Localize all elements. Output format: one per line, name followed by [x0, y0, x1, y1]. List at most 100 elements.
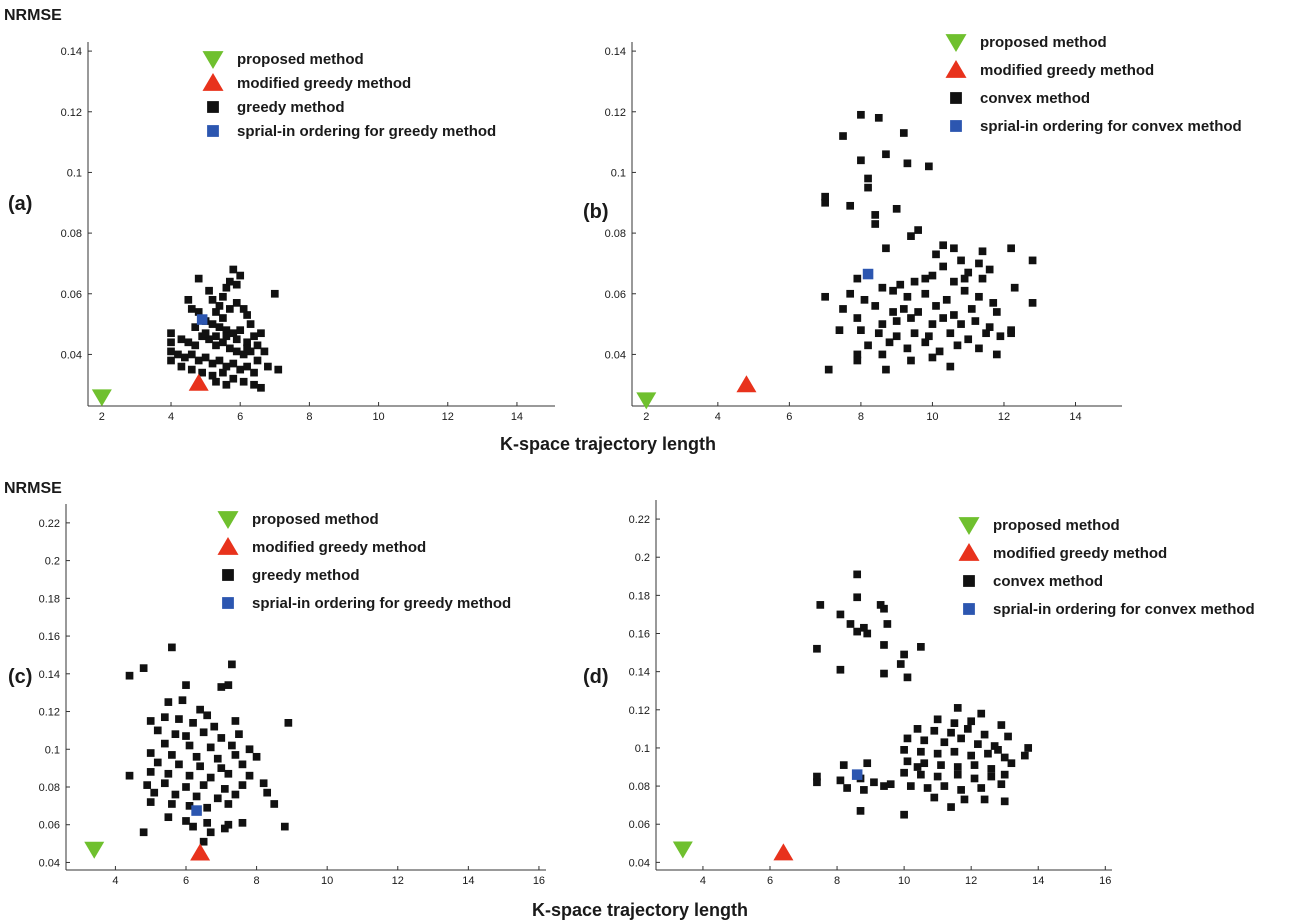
y-tick-label: 0.16	[629, 629, 650, 641]
legend-modified-icon	[945, 60, 967, 78]
baseline-point	[913, 763, 922, 771]
baseline-point	[939, 241, 948, 250]
baseline-point	[194, 274, 203, 283]
baseline-point	[835, 326, 844, 335]
baseline-point	[892, 204, 901, 213]
y-tick-label: 0.1	[635, 743, 650, 755]
legend-modified-icon	[958, 543, 980, 561]
baseline-point	[860, 623, 868, 632]
proposed-point	[636, 392, 657, 410]
baseline-point	[222, 362, 231, 371]
baseline-point	[222, 332, 231, 341]
baseline-point	[246, 320, 255, 328]
baseline-point	[167, 338, 175, 347]
baseline-point	[853, 570, 862, 579]
baseline-point	[821, 192, 829, 201]
baseline-point	[231, 790, 240, 799]
baseline-point	[985, 323, 994, 331]
baseline-point	[196, 762, 204, 771]
baseline-point	[212, 308, 220, 316]
legend-baseline-icon	[963, 575, 975, 587]
baseline-point	[205, 286, 213, 295]
baseline-point	[232, 299, 241, 307]
legend-proposed-icon	[202, 51, 224, 69]
baseline-point	[225, 277, 234, 286]
legend-spiral-label: sprial-in ordering for convex method	[993, 601, 1255, 618]
baseline-point	[889, 286, 897, 295]
baseline-point	[219, 338, 227, 347]
baseline-point	[960, 286, 969, 295]
x-tick-label: 12	[392, 875, 404, 887]
legend-modified-label: modified greedy method	[993, 545, 1167, 562]
spiral-point	[191, 805, 202, 816]
baseline-point	[964, 335, 973, 344]
baseline-point	[984, 749, 992, 758]
baseline-point	[937, 761, 945, 769]
baseline-point	[250, 380, 258, 389]
baseline-point	[189, 822, 197, 831]
baseline-point	[882, 365, 890, 374]
baseline-point	[957, 256, 965, 265]
baseline-point	[853, 593, 862, 602]
baseline-point	[813, 778, 821, 787]
y-tick-label: 0.04	[629, 857, 650, 869]
baseline-point	[243, 362, 251, 371]
x-tick-label: 10	[898, 875, 910, 887]
x-tick-label: 16	[1099, 875, 1111, 887]
baseline-point	[220, 824, 229, 833]
baseline-point	[864, 174, 872, 183]
baseline-point	[238, 781, 247, 789]
legend-spiral-icon	[222, 597, 234, 609]
baseline-point	[236, 326, 245, 335]
baseline-point	[177, 335, 186, 344]
baseline-point	[201, 329, 210, 338]
baseline-point	[220, 785, 229, 793]
x-tick-label: 4	[715, 411, 721, 423]
legend-spiral-label: sprial-in ordering for greedy method	[252, 595, 511, 612]
x-tick-label: 12	[965, 875, 977, 887]
baseline-point	[846, 201, 855, 210]
legend-baseline-icon	[207, 101, 219, 113]
baseline-point	[1007, 759, 1016, 768]
panel-c: 4 6 8 10 12 14 16 0.04 0.06 0.08 0.1 0.12 0.14 0.16 0.…	[8, 504, 546, 887]
legend-spiral-label: sprial-in ordering for greedy method	[237, 123, 496, 140]
baseline-point	[146, 768, 155, 776]
x-tick-label: 4	[700, 875, 706, 887]
baseline-point	[217, 734, 226, 742]
baseline-point	[886, 780, 895, 789]
baseline-point	[960, 274, 969, 283]
baseline-point	[191, 341, 200, 350]
baseline-point	[208, 295, 217, 304]
baseline-point	[987, 765, 996, 773]
ylabel-top: NRMSE	[4, 7, 62, 24]
legend-proposed-label: proposed method	[980, 34, 1107, 51]
baseline-point	[816, 601, 825, 609]
baseline-point	[914, 226, 922, 234]
legend-proposed-icon	[958, 517, 980, 535]
legend-spiral-icon	[207, 125, 219, 137]
y-tick-label: 0.12	[39, 707, 60, 719]
baseline-point	[181, 353, 189, 362]
baseline-point	[219, 292, 227, 301]
baseline-point	[187, 365, 196, 374]
baseline-point	[260, 347, 269, 356]
baseline-point	[187, 350, 196, 359]
baseline-point	[997, 721, 1006, 729]
spiral-point	[862, 268, 874, 280]
panel-d: 4 6 8 10 12 14 16 0.04 0.06 0.08 0.1 0.12 0.14 0.16 0.…	[583, 500, 1255, 887]
baseline-point	[125, 671, 134, 680]
baseline-point	[167, 347, 175, 356]
proposed-point	[84, 841, 105, 859]
baseline-point	[992, 350, 1001, 359]
baseline-point	[878, 350, 887, 359]
baseline-point	[935, 347, 944, 356]
baseline-point	[164, 698, 173, 706]
baseline-point	[957, 786, 965, 794]
baseline-point	[257, 383, 265, 392]
x-tick-label: 6	[767, 875, 773, 887]
baseline-point	[243, 338, 251, 347]
baseline-point	[224, 681, 233, 689]
baseline-point	[280, 822, 289, 831]
x-tick-label: 6	[786, 411, 792, 423]
